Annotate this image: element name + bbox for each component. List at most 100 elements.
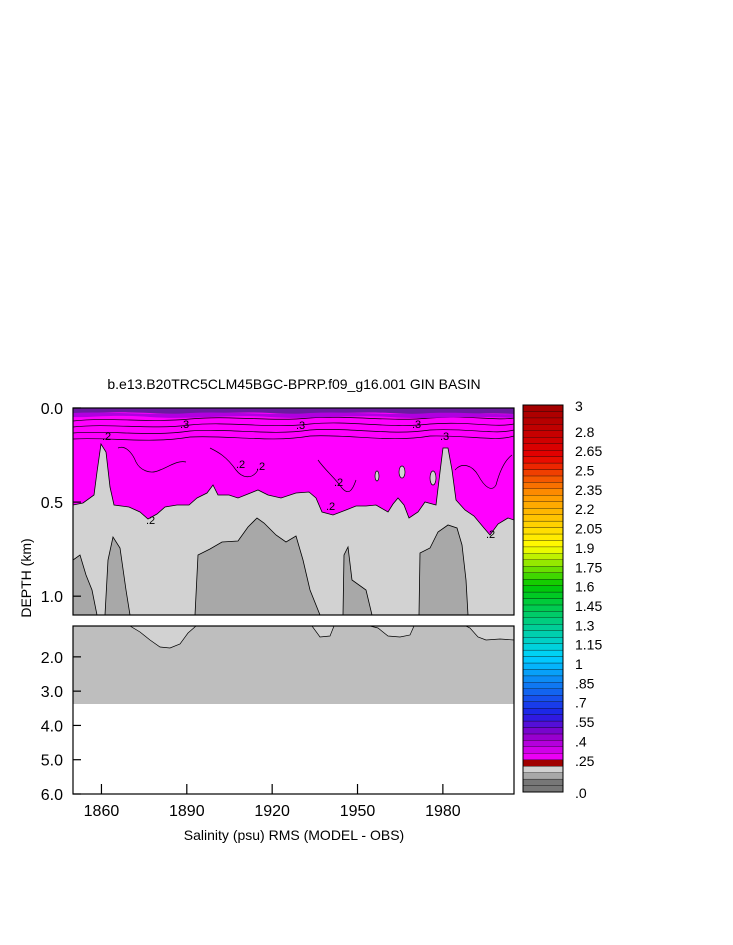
colorbar-swatch	[522, 778, 564, 786]
colorbar-swatch	[522, 456, 564, 464]
x-tick-label: 1890	[169, 803, 205, 820]
colorbar-swatch	[522, 430, 564, 438]
contour-label: .2	[256, 461, 265, 473]
colorbar-swatch	[522, 733, 564, 741]
colorbar-swatch	[522, 624, 564, 631]
x-tick-label: 1980	[425, 803, 461, 820]
colorbar-swatch	[522, 469, 564, 477]
colorbar-swatch	[522, 424, 564, 431]
colorbar-swatch	[522, 766, 564, 773]
colorbar-label: 1.6	[575, 579, 595, 595]
colorbar-swatch	[522, 475, 564, 483]
colorbar-swatch	[522, 727, 564, 735]
colorbar-swatch	[522, 540, 564, 548]
y-tick-label: 0.0	[41, 401, 63, 418]
colorbar-swatch	[522, 546, 564, 554]
colorbar-label: 1	[575, 656, 583, 672]
colorbar-label: 3	[575, 398, 583, 414]
deep-patch-2	[104, 535, 131, 615]
colorbar-swatch	[522, 559, 564, 567]
colorbar-swatch	[522, 553, 564, 560]
colorbar-swatch	[522, 759, 564, 767]
colorbar-swatch	[522, 740, 564, 748]
colorbar-label: 1.45	[575, 598, 602, 614]
colorbar-swatch	[522, 772, 564, 780]
colorbar-label: 1.9	[575, 540, 595, 556]
contour-label: .2	[102, 431, 111, 443]
y-tick-label: 1.0	[41, 589, 63, 606]
deep-patch-5	[418, 524, 469, 615]
grey-hole-2	[374, 470, 380, 482]
colorbar-swatch	[522, 682, 564, 689]
y-tick-label: 4.0	[41, 718, 63, 735]
contour-label: .3	[296, 420, 305, 432]
x-tick-label: 1920	[254, 803, 290, 820]
upper-panel: .2 .2 .2 .2 .2 .2 .2 .3 .3 .3 .3	[72, 407, 515, 616]
colorbar-swatch	[522, 675, 564, 683]
colorbar-swatch	[522, 785, 564, 793]
chart-title: b.e13.B20TRC5CLM45BGC-BPRP.f09_g16.001 G…	[107, 376, 480, 392]
colorbar-swatch	[522, 591, 564, 599]
colorbar-label: .55	[575, 714, 595, 730]
grey-hole-3	[398, 465, 406, 479]
lower-deep-band	[73, 626, 514, 704]
colorbar-label: 1.3	[575, 617, 595, 633]
inner-contour-2	[117, 446, 187, 473]
contour-label: .2	[326, 501, 335, 513]
colorbar-swatch	[522, 514, 564, 522]
surface-band-purple	[73, 412, 514, 418]
lower-panel	[72, 625, 515, 795]
contour-label: .3	[180, 419, 189, 431]
colorbar-swatch	[522, 488, 564, 496]
colorbar-swatch	[522, 611, 564, 619]
colorbar-label: .25	[575, 753, 595, 769]
contour-label: .3	[412, 419, 421, 431]
colorbar-label: .4	[575, 733, 587, 749]
y-tick-label: 5.0	[41, 753, 63, 770]
deep-patch-3	[194, 517, 321, 615]
colorbar-swatch	[522, 708, 564, 715]
colorbar-swatch	[522, 695, 564, 702]
colorbar-swatch	[522, 637, 564, 644]
colorbar-swatch	[522, 662, 564, 670]
colorbar-swatch	[522, 746, 564, 754]
x-axis-label: Salinity (psu) RMS (MODEL - OBS)	[184, 827, 404, 843]
colorbar-swatch	[522, 520, 564, 528]
colorbar-swatch	[522, 462, 564, 470]
colorbar-swatch	[522, 527, 564, 535]
lower-panel-frame	[72, 625, 515, 795]
colorbar-label: 2.65	[575, 443, 602, 459]
colorbar-swatch	[522, 443, 564, 451]
y-tick-label: 3.0	[41, 684, 63, 701]
axes: 1860 1890 1920 1950 1980 0.0 0.5 1.0 2.0 3.0 4.0 5.…	[41, 401, 461, 820]
contour-label: .2	[146, 515, 155, 527]
colorbar-label: .7	[575, 695, 587, 711]
upper-panel-frame	[72, 407, 515, 616]
x-tick-label: 1950	[340, 803, 376, 820]
colorbar-swatch	[522, 669, 564, 677]
lower-light-patches	[73, 626, 514, 649]
y-axis-label: DEPTH (km)	[18, 538, 34, 617]
y-tick-label: 0.5	[41, 495, 63, 512]
colorbar-label: 2.05	[575, 521, 602, 537]
grey-hole-1	[429, 470, 437, 486]
surface-dark-band	[73, 408, 514, 415]
y-tick-label: 6.0	[41, 787, 63, 804]
colorbar-label: 2.2	[575, 501, 595, 517]
colorbar-swatch	[522, 579, 564, 586]
contour-line-4	[73, 435, 514, 441]
colorbar-swatch	[522, 508, 564, 515]
colorbar-label: 2.8	[575, 424, 595, 440]
contour-label: .2	[236, 459, 245, 471]
colorbar-label: 2.35	[575, 482, 602, 498]
contour-line-3	[73, 429, 514, 434]
inner-contour-1	[454, 454, 513, 489]
colorbar-swatch	[522, 720, 564, 728]
colorbar-swatch	[522, 566, 564, 573]
deep-patch-1	[73, 554, 98, 615]
colorbar-swatch	[522, 417, 564, 425]
colorbar-label: .85	[575, 675, 595, 691]
colorbar-swatch	[522, 617, 564, 625]
colorbar-swatch	[522, 482, 564, 489]
